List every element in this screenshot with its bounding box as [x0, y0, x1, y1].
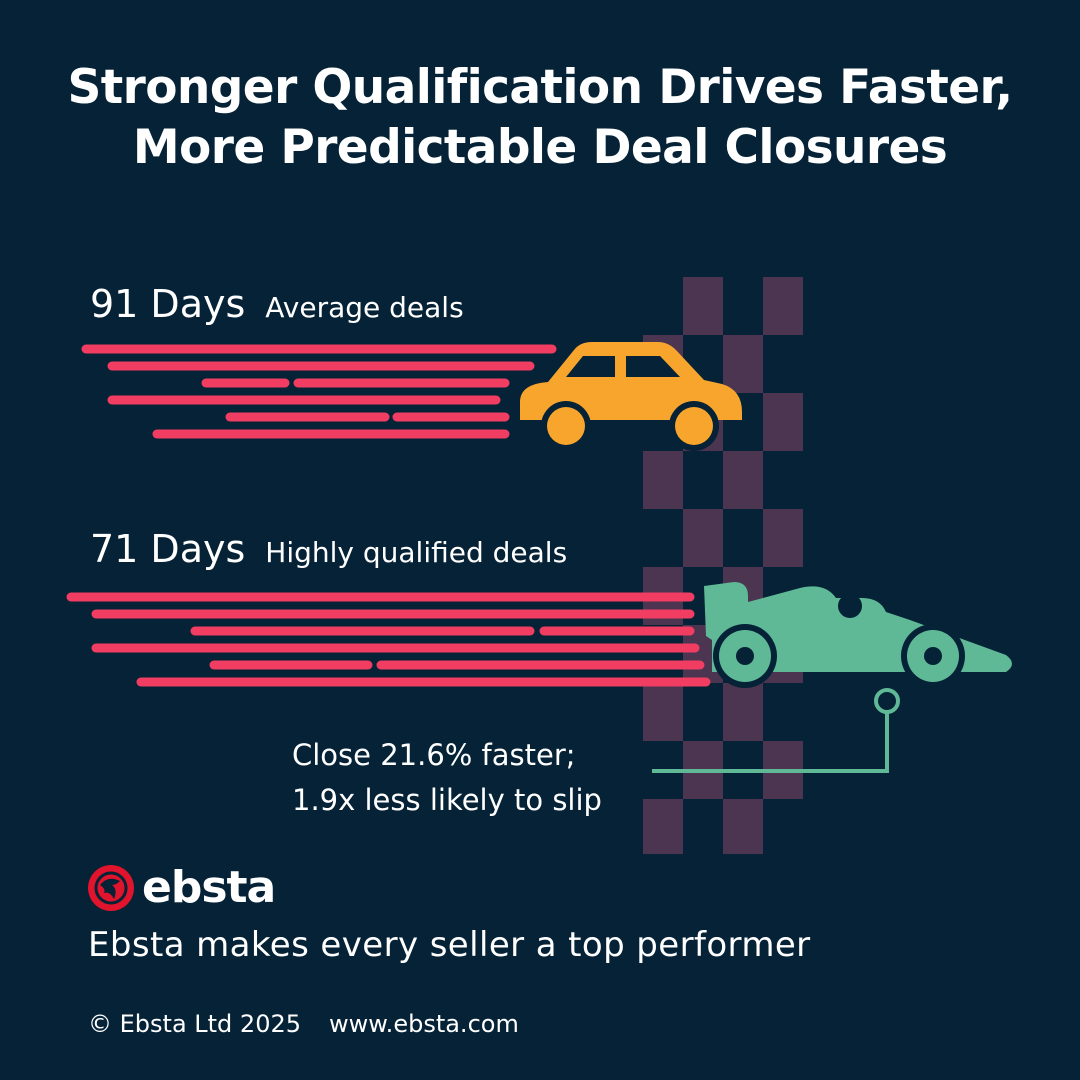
callout-connector	[652, 688, 900, 773]
brand-tagline: Ebsta makes every seller a top performer	[88, 925, 811, 965]
footer: © Ebsta Ltd 2025 www.ebsta.com	[88, 1010, 519, 1038]
label-qualified: Highly qualified deals	[265, 536, 568, 569]
days-average: 91 Days	[90, 282, 246, 326]
row-qualified-deals: 71 Days Highly qualified deals	[90, 527, 567, 571]
title-line-2: More Predictable Deal Closures	[132, 120, 948, 175]
row-average-deals: 91 Days Average deals	[90, 282, 464, 326]
brand-name: ebsta	[142, 862, 276, 913]
callout-line-2: 1.9x less likely to slip	[292, 783, 602, 817]
callout-stat: Close 21.6% faster; 1.9x less likely to …	[292, 733, 602, 823]
speed-lines-average	[81, 344, 557, 439]
car-icon	[520, 342, 742, 451]
ebsta-logo-icon	[88, 864, 134, 911]
days-qualified: 71 Days	[90, 527, 246, 571]
label-average: Average deals	[265, 291, 464, 324]
brand-logo: ebsta	[86, 862, 276, 913]
title-line-1: Stronger Qualification Drives Faster,	[67, 60, 1014, 115]
race-car-icon	[704, 582, 1012, 688]
infographic-title: Stronger Qualification Drives Faster, Mo…	[0, 58, 1080, 178]
copyright: © Ebsta Ltd 2025	[88, 1010, 301, 1038]
speed-lines-qualified	[66, 592, 711, 687]
website-link[interactable]: www.ebsta.com	[329, 1010, 519, 1038]
callout-line-1: Close 21.6% faster;	[292, 738, 576, 772]
